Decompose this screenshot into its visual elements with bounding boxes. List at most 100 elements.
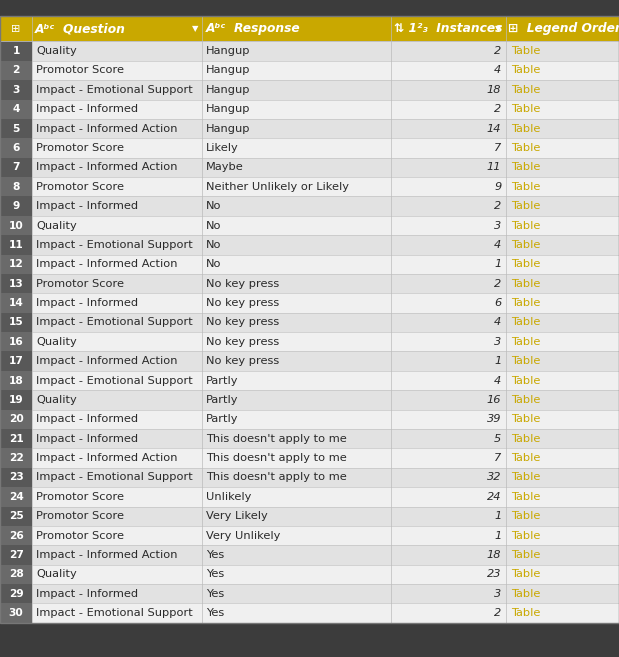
Text: 5: 5 bbox=[12, 124, 20, 133]
Text: Impact - Informed: Impact - Informed bbox=[36, 589, 138, 599]
Text: Hangup: Hangup bbox=[206, 66, 251, 76]
Text: Impact - Emotional Support: Impact - Emotional Support bbox=[36, 472, 193, 482]
Text: 1: 1 bbox=[494, 260, 501, 269]
Text: Table: Table bbox=[511, 337, 540, 347]
Text: Maybe: Maybe bbox=[206, 162, 244, 172]
Text: 15: 15 bbox=[9, 317, 24, 327]
Text: Hangup: Hangup bbox=[206, 104, 251, 114]
Text: Hangup: Hangup bbox=[206, 46, 251, 56]
Text: 2: 2 bbox=[494, 608, 501, 618]
Bar bbox=[32, 371, 619, 390]
Text: 19: 19 bbox=[9, 395, 24, 405]
Bar bbox=[0, 196, 32, 215]
Text: 18: 18 bbox=[487, 85, 501, 95]
Text: Table: Table bbox=[511, 550, 540, 560]
Text: ▼: ▼ bbox=[191, 24, 198, 34]
Text: Yes: Yes bbox=[206, 550, 224, 560]
Bar bbox=[32, 351, 619, 371]
Text: Very Likely: Very Likely bbox=[206, 511, 268, 521]
Bar bbox=[32, 41, 619, 61]
Text: 9: 9 bbox=[494, 182, 501, 192]
Text: 24: 24 bbox=[487, 492, 501, 502]
Text: Impact - Informed Action: Impact - Informed Action bbox=[36, 124, 178, 133]
Bar bbox=[0, 80, 32, 100]
Bar bbox=[32, 604, 619, 623]
Bar bbox=[0, 313, 32, 332]
Text: Table: Table bbox=[511, 279, 540, 288]
Text: 3: 3 bbox=[494, 589, 501, 599]
Text: 1: 1 bbox=[494, 511, 501, 521]
Text: 4: 4 bbox=[494, 240, 501, 250]
Text: Table: Table bbox=[511, 531, 540, 541]
Text: Impact - Informed: Impact - Informed bbox=[36, 415, 138, 424]
Bar bbox=[0, 177, 32, 196]
Text: Table: Table bbox=[511, 182, 540, 192]
Text: Quality: Quality bbox=[36, 337, 77, 347]
Text: 25: 25 bbox=[9, 511, 24, 521]
Text: Quality: Quality bbox=[36, 221, 77, 231]
Text: No key press: No key press bbox=[206, 317, 279, 327]
Text: Impact - Emotional Support: Impact - Emotional Support bbox=[36, 240, 193, 250]
Text: Impact - Emotional Support: Impact - Emotional Support bbox=[36, 608, 193, 618]
Bar bbox=[0, 332, 32, 351]
Text: 6: 6 bbox=[494, 298, 501, 308]
Text: Table: Table bbox=[511, 298, 540, 308]
Text: 4: 4 bbox=[494, 376, 501, 386]
Text: 6: 6 bbox=[12, 143, 20, 153]
Text: 28: 28 bbox=[9, 570, 24, 579]
Bar bbox=[0, 584, 32, 603]
Bar bbox=[0, 235, 32, 255]
Text: Impact - Informed: Impact - Informed bbox=[36, 201, 138, 211]
Bar bbox=[32, 565, 619, 584]
Text: Impact - Emotional Support: Impact - Emotional Support bbox=[36, 317, 193, 327]
Text: 2: 2 bbox=[494, 201, 501, 211]
Text: Impact - Emotional Support: Impact - Emotional Support bbox=[36, 85, 193, 95]
Text: 18: 18 bbox=[9, 376, 24, 386]
Text: Table: Table bbox=[511, 570, 540, 579]
Text: Partly: Partly bbox=[206, 395, 239, 405]
Text: 2: 2 bbox=[494, 104, 501, 114]
Text: Table: Table bbox=[511, 85, 540, 95]
Text: 11: 11 bbox=[9, 240, 24, 250]
Text: Aᵇᶜ  Response: Aᵇᶜ Response bbox=[206, 22, 300, 35]
Text: No key press: No key press bbox=[206, 356, 279, 366]
Text: Quality: Quality bbox=[36, 46, 77, 56]
Text: Partly: Partly bbox=[206, 415, 239, 424]
Text: 23: 23 bbox=[9, 472, 24, 482]
Text: Table: Table bbox=[511, 260, 540, 269]
Text: ⇅ 1²₃  Instances: ⇅ 1²₃ Instances bbox=[394, 22, 502, 35]
Text: Promotor Score: Promotor Score bbox=[36, 492, 124, 502]
Text: Table: Table bbox=[511, 143, 540, 153]
Text: No key press: No key press bbox=[206, 279, 279, 288]
Text: 9: 9 bbox=[12, 201, 20, 211]
Text: Table: Table bbox=[511, 608, 540, 618]
Text: Table: Table bbox=[511, 511, 540, 521]
Text: Promotor Score: Promotor Score bbox=[36, 531, 124, 541]
Text: Table: Table bbox=[511, 66, 540, 76]
Bar bbox=[32, 100, 619, 119]
Text: No key press: No key press bbox=[206, 337, 279, 347]
Text: 4: 4 bbox=[12, 104, 20, 114]
Text: Table: Table bbox=[511, 472, 540, 482]
Bar bbox=[0, 274, 32, 293]
Text: 18: 18 bbox=[487, 550, 501, 560]
Text: This doesn't apply to me: This doesn't apply to me bbox=[206, 472, 347, 482]
Text: ⊞: ⊞ bbox=[11, 24, 21, 34]
Text: Impact - Emotional Support: Impact - Emotional Support bbox=[36, 376, 193, 386]
Bar bbox=[0, 545, 32, 565]
Text: 32: 32 bbox=[487, 472, 501, 482]
Text: This doesn't apply to me: This doesn't apply to me bbox=[206, 453, 347, 463]
Bar bbox=[0, 61, 32, 80]
Text: Yes: Yes bbox=[206, 608, 224, 618]
Bar bbox=[0, 390, 32, 410]
Text: Promotor Score: Promotor Score bbox=[36, 279, 124, 288]
Text: Table: Table bbox=[511, 124, 540, 133]
Text: 12: 12 bbox=[9, 260, 24, 269]
Bar bbox=[32, 487, 619, 507]
Text: Yes: Yes bbox=[206, 589, 224, 599]
Text: 22: 22 bbox=[9, 453, 24, 463]
Text: 8: 8 bbox=[12, 182, 20, 192]
Text: No: No bbox=[206, 221, 222, 231]
Bar bbox=[32, 235, 619, 255]
Text: Impact - Informed: Impact - Informed bbox=[36, 298, 138, 308]
